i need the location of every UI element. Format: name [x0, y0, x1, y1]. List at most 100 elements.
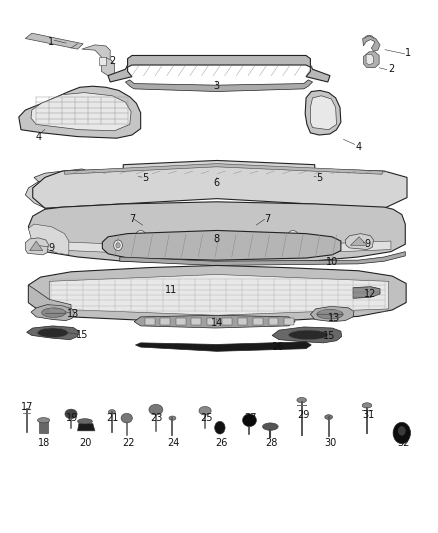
- Circle shape: [114, 240, 122, 251]
- Ellipse shape: [362, 403, 372, 408]
- Text: 4: 4: [355, 142, 361, 152]
- Polygon shape: [25, 238, 48, 255]
- Circle shape: [398, 426, 406, 435]
- Text: 2: 2: [109, 56, 116, 66]
- Text: 14: 14: [211, 318, 223, 328]
- Text: 27: 27: [244, 413, 257, 423]
- Ellipse shape: [65, 409, 77, 419]
- Ellipse shape: [121, 414, 132, 423]
- Polygon shape: [311, 306, 354, 321]
- Text: 28: 28: [265, 438, 278, 448]
- Text: 1: 1: [48, 37, 54, 47]
- Polygon shape: [134, 316, 295, 328]
- Text: 7: 7: [129, 214, 135, 224]
- Polygon shape: [272, 327, 342, 343]
- Circle shape: [393, 422, 410, 443]
- Bar: [223, 318, 232, 325]
- Text: 5: 5: [316, 173, 322, 183]
- Bar: [207, 318, 216, 325]
- Text: 4: 4: [35, 132, 42, 142]
- Polygon shape: [45, 241, 391, 257]
- Bar: [176, 318, 186, 325]
- Ellipse shape: [297, 398, 307, 403]
- Polygon shape: [64, 164, 382, 174]
- Text: 12: 12: [364, 289, 377, 299]
- Polygon shape: [350, 237, 367, 245]
- Ellipse shape: [38, 418, 49, 423]
- Polygon shape: [99, 57, 106, 65]
- Text: 17: 17: [21, 402, 34, 412]
- Text: 18: 18: [38, 438, 50, 448]
- Polygon shape: [30, 241, 43, 251]
- Polygon shape: [31, 93, 131, 131]
- Polygon shape: [82, 45, 115, 76]
- Text: 21: 21: [106, 413, 119, 423]
- Polygon shape: [31, 305, 74, 320]
- Polygon shape: [28, 202, 405, 264]
- Text: 13: 13: [67, 309, 79, 319]
- Ellipse shape: [317, 310, 343, 319]
- Circle shape: [138, 233, 144, 241]
- Text: 7: 7: [264, 214, 270, 224]
- Ellipse shape: [42, 308, 66, 317]
- Text: 31: 31: [362, 410, 374, 420]
- Ellipse shape: [38, 328, 68, 337]
- Polygon shape: [33, 160, 407, 208]
- Polygon shape: [102, 230, 341, 260]
- Text: 9: 9: [364, 239, 370, 249]
- Polygon shape: [120, 252, 405, 265]
- Ellipse shape: [109, 410, 116, 414]
- Circle shape: [211, 230, 223, 244]
- Text: 1: 1: [405, 48, 411, 58]
- Ellipse shape: [149, 405, 163, 415]
- Ellipse shape: [199, 407, 211, 415]
- Polygon shape: [19, 86, 141, 138]
- Ellipse shape: [78, 419, 92, 424]
- Bar: [269, 318, 279, 325]
- Polygon shape: [345, 233, 374, 249]
- Polygon shape: [162, 278, 184, 288]
- Polygon shape: [305, 91, 341, 135]
- Polygon shape: [25, 33, 83, 49]
- Polygon shape: [125, 80, 313, 92]
- Text: 16: 16: [272, 342, 284, 352]
- Text: 15: 15: [322, 332, 335, 342]
- Bar: [165, 280, 177, 286]
- Text: 32: 32: [397, 438, 410, 448]
- Text: 3: 3: [214, 81, 220, 91]
- Ellipse shape: [243, 414, 256, 426]
- Polygon shape: [363, 36, 380, 51]
- Polygon shape: [364, 52, 379, 68]
- Polygon shape: [28, 265, 406, 322]
- Text: 23: 23: [151, 413, 163, 423]
- Bar: [145, 318, 155, 325]
- Bar: [160, 318, 170, 325]
- Ellipse shape: [308, 175, 318, 180]
- Text: 10: 10: [326, 257, 338, 267]
- Bar: [253, 318, 263, 325]
- Polygon shape: [49, 274, 389, 316]
- Polygon shape: [27, 326, 79, 340]
- Bar: [39, 421, 48, 433]
- Polygon shape: [366, 54, 374, 65]
- Ellipse shape: [289, 330, 328, 340]
- Circle shape: [116, 243, 120, 248]
- Text: 26: 26: [215, 438, 227, 448]
- Polygon shape: [28, 224, 69, 255]
- Text: 24: 24: [168, 438, 180, 448]
- Text: 5: 5: [142, 173, 148, 183]
- Text: 15: 15: [76, 330, 88, 341]
- Ellipse shape: [118, 173, 142, 182]
- Circle shape: [135, 230, 146, 244]
- Text: 2: 2: [388, 64, 394, 74]
- Polygon shape: [108, 55, 330, 82]
- Text: 11: 11: [165, 285, 177, 295]
- Circle shape: [290, 233, 296, 241]
- Polygon shape: [25, 182, 130, 220]
- Polygon shape: [78, 423, 95, 431]
- Text: 9: 9: [48, 243, 54, 253]
- Text: 22: 22: [122, 438, 134, 448]
- Polygon shape: [28, 285, 71, 317]
- Ellipse shape: [325, 415, 332, 419]
- Bar: [191, 318, 201, 325]
